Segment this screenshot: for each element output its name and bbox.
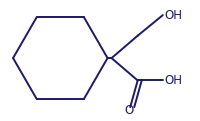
Text: OH: OH: [164, 74, 182, 87]
Text: O: O: [123, 104, 133, 117]
Text: OH: OH: [164, 9, 182, 22]
